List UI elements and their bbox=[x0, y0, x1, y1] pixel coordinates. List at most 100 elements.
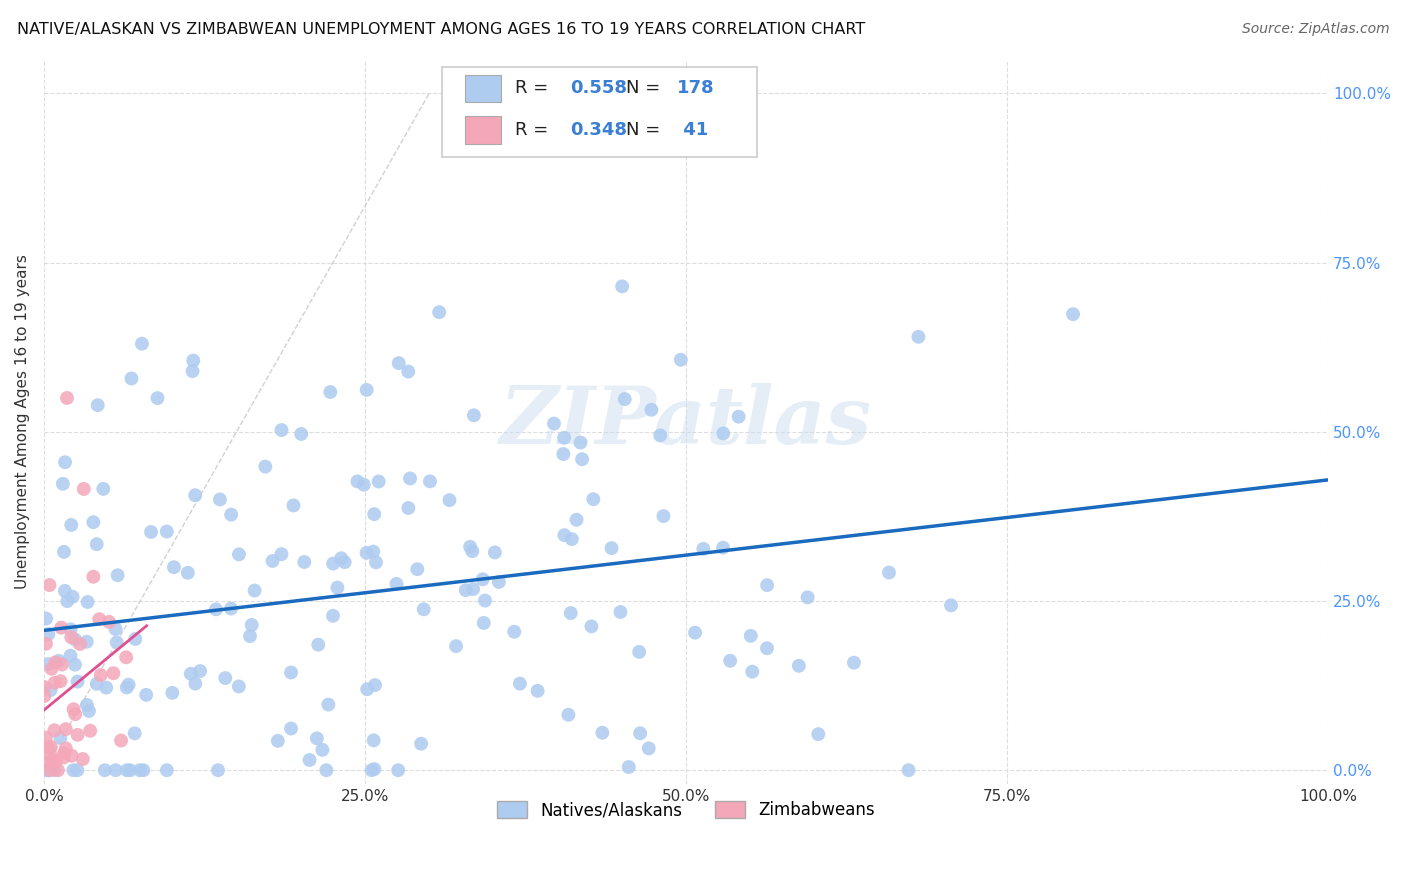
Point bbox=[364, 555, 387, 569]
Point bbox=[128, 763, 150, 777]
Point bbox=[53, 455, 76, 469]
Point bbox=[741, 665, 763, 679]
Point bbox=[60, 518, 83, 533]
Point bbox=[115, 650, 138, 665]
Point bbox=[239, 629, 262, 643]
Point bbox=[103, 666, 125, 681]
Point bbox=[463, 409, 485, 423]
Point bbox=[842, 656, 865, 670]
Point bbox=[37, 657, 59, 672]
Point bbox=[69, 637, 91, 651]
Point bbox=[39, 683, 62, 698]
Point bbox=[62, 763, 84, 777]
Point bbox=[56, 391, 79, 405]
Point bbox=[105, 635, 128, 649]
Text: ZIPatlas: ZIPatlas bbox=[501, 383, 872, 460]
Point bbox=[55, 722, 77, 736]
Point bbox=[91, 482, 114, 496]
Point bbox=[292, 555, 315, 569]
Text: 0.348: 0.348 bbox=[571, 121, 627, 139]
Point bbox=[346, 475, 368, 489]
Point bbox=[322, 557, 344, 571]
Point bbox=[45, 755, 67, 769]
FancyBboxPatch shape bbox=[465, 75, 501, 102]
Point bbox=[718, 654, 741, 668]
Point bbox=[356, 682, 378, 697]
Point bbox=[52, 545, 75, 559]
Point bbox=[124, 632, 146, 646]
Point bbox=[561, 532, 583, 546]
Point bbox=[411, 737, 433, 751]
Point bbox=[412, 602, 434, 616]
Text: 0.558: 0.558 bbox=[571, 79, 627, 97]
Point bbox=[326, 581, 349, 595]
Point bbox=[711, 541, 734, 555]
Point bbox=[77, 704, 100, 718]
Point bbox=[38, 578, 60, 592]
Point bbox=[219, 601, 242, 615]
Point bbox=[484, 545, 506, 559]
Point bbox=[60, 748, 83, 763]
Point bbox=[472, 615, 495, 630]
Point bbox=[557, 707, 579, 722]
Point bbox=[240, 618, 263, 632]
Point bbox=[454, 583, 477, 598]
Point bbox=[59, 622, 82, 636]
Point bbox=[569, 435, 592, 450]
Point bbox=[35, 731, 58, 745]
Point bbox=[388, 356, 411, 370]
Point bbox=[59, 648, 82, 663]
Point bbox=[581, 619, 603, 633]
Point bbox=[591, 725, 613, 739]
Point bbox=[333, 555, 356, 569]
Point bbox=[509, 676, 531, 690]
Point bbox=[387, 763, 409, 777]
Point bbox=[205, 602, 228, 616]
Point bbox=[87, 398, 110, 412]
Point bbox=[76, 595, 98, 609]
Point bbox=[311, 743, 333, 757]
Point bbox=[37, 627, 59, 641]
FancyBboxPatch shape bbox=[465, 116, 501, 144]
Point bbox=[628, 726, 651, 740]
Point bbox=[156, 524, 179, 539]
Point bbox=[51, 621, 73, 635]
Point bbox=[42, 763, 65, 777]
Text: N =: N = bbox=[626, 121, 665, 139]
Point bbox=[131, 336, 153, 351]
Point bbox=[38, 740, 60, 755]
Point bbox=[307, 638, 329, 652]
Point bbox=[385, 577, 408, 591]
Point bbox=[37, 763, 59, 777]
Point bbox=[907, 330, 929, 344]
Point bbox=[363, 507, 385, 521]
Point bbox=[32, 680, 55, 694]
Point bbox=[146, 391, 169, 405]
Point bbox=[65, 707, 87, 722]
Point bbox=[669, 352, 692, 367]
Point bbox=[243, 583, 266, 598]
Point bbox=[565, 513, 588, 527]
Text: R =: R = bbox=[515, 121, 554, 139]
Point bbox=[44, 723, 66, 738]
Point bbox=[94, 763, 117, 777]
Point bbox=[181, 353, 204, 368]
Point bbox=[613, 392, 636, 406]
Point bbox=[526, 683, 548, 698]
Point bbox=[79, 723, 101, 738]
Point bbox=[571, 452, 593, 467]
Point bbox=[89, 612, 111, 626]
Point bbox=[76, 698, 98, 712]
Point bbox=[115, 681, 138, 695]
Point bbox=[318, 698, 340, 712]
Point bbox=[458, 540, 481, 554]
Point bbox=[35, 611, 58, 625]
Point bbox=[439, 493, 461, 508]
Point bbox=[396, 365, 419, 379]
Point bbox=[184, 488, 207, 502]
Point bbox=[727, 409, 749, 424]
Point bbox=[399, 471, 422, 485]
Point bbox=[53, 746, 76, 760]
Point bbox=[560, 606, 582, 620]
Point bbox=[503, 624, 526, 639]
